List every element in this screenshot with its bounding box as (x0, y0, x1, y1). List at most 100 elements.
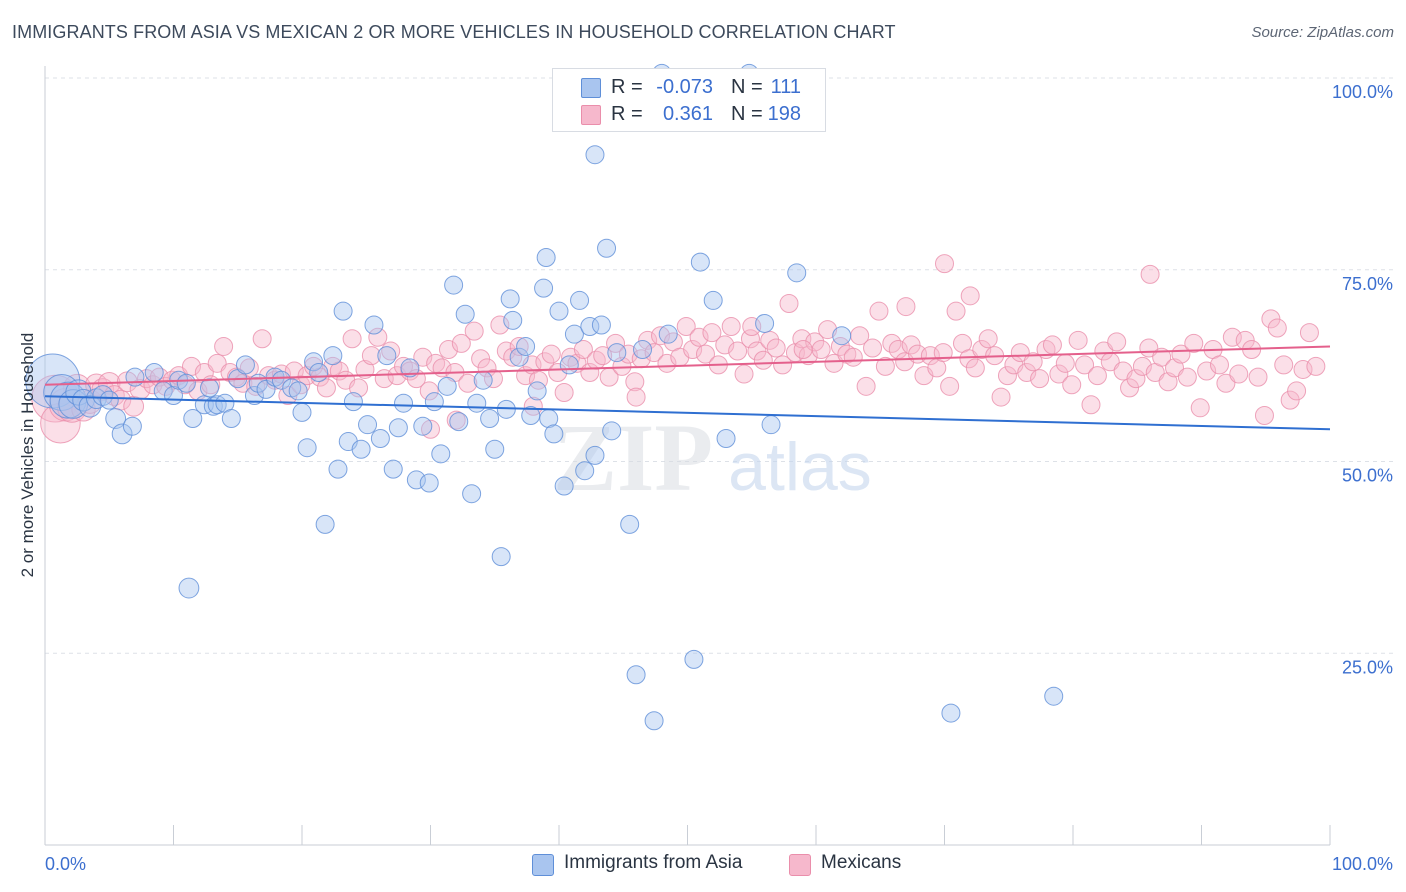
asia-point (178, 577, 200, 599)
mexicans-point (1140, 264, 1160, 284)
mexicans-point (753, 350, 773, 370)
asia-point (684, 649, 704, 669)
mexicans-point (721, 317, 741, 337)
stats-legend: R = -0.073 N = 111 R = 0.361 N = 198 (552, 68, 826, 132)
r-value: -0.073 (656, 76, 713, 98)
axes (44, 66, 1331, 846)
n-label: N = (731, 103, 763, 125)
legend-swatch-asia (532, 854, 554, 876)
asia-point (333, 301, 353, 321)
asia-point (597, 238, 617, 258)
mexicans-point (1171, 344, 1191, 364)
mexicans-point (940, 376, 960, 396)
mexicans-point (991, 387, 1011, 407)
mexicans-point (438, 340, 458, 360)
mexicans-point (316, 378, 336, 398)
asia-point (591, 315, 611, 335)
watermark: ZIP atlas (553, 404, 872, 511)
mexicans-point (856, 376, 876, 396)
asia-point (534, 278, 554, 298)
mexicans-point (676, 317, 696, 337)
mexicans-point (252, 329, 272, 349)
mexicans-point (1184, 333, 1204, 353)
mexicans-point (523, 396, 543, 416)
asia-point (832, 326, 852, 346)
mexicans-point (869, 301, 889, 321)
series-asia (25, 63, 1064, 731)
mexicans-point (573, 340, 593, 360)
y-tick-label: 50.0% (1342, 466, 1393, 486)
legend-label-asia: Immigrants from Asia (564, 852, 743, 873)
mexicans-point (1267, 318, 1287, 338)
asia-point (455, 304, 475, 324)
mexicans-point (490, 315, 510, 335)
mexicans-point (1306, 356, 1326, 376)
mexicans-point (702, 323, 722, 343)
asia-point (473, 370, 493, 390)
mexicans-point (1010, 343, 1030, 363)
mexicans-point (1248, 367, 1268, 387)
mexicans-point (715, 335, 735, 355)
mexicans-point (194, 363, 214, 383)
mexicans-point (1274, 355, 1294, 375)
asia-point (644, 711, 664, 731)
mexicans-point (1229, 364, 1249, 384)
mexicans-point (554, 382, 574, 402)
mexicans-point (657, 353, 677, 373)
asia-point (183, 409, 203, 429)
asia-point (516, 336, 536, 356)
legend-label-mexicans: Mexicans (821, 852, 902, 873)
asia-point (125, 367, 145, 387)
mexicans-point (548, 363, 568, 383)
mexicans-point (798, 346, 818, 366)
mexicans-point (793, 340, 813, 360)
asia-point (105, 408, 127, 429)
mexicans-point (683, 340, 703, 360)
asia-point (564, 324, 584, 344)
chart-title: IMMIGRANTS FROM ASIA VS MEXICAN 2 OR MOR… (12, 22, 896, 42)
asia-point (575, 461, 595, 481)
asia-point (509, 347, 529, 367)
mexicans-point (625, 372, 645, 392)
tick-labels: 25.0% 50.0% 75.0% 100.0% 0.0% 100.0% (45, 82, 1393, 874)
y-tick-label: 25.0% (1342, 657, 1393, 677)
asia-point (544, 424, 564, 444)
asia-point (559, 355, 579, 375)
asia-point (1044, 686, 1064, 706)
y-axis-label: 2 or more Vehicles in Household (18, 332, 37, 578)
mexicans-point (214, 336, 234, 356)
asia-point (449, 412, 469, 432)
mexicans-point (1165, 358, 1185, 378)
mexicans-point (811, 340, 831, 360)
asia-point (761, 415, 781, 435)
mexicans-point (997, 366, 1017, 386)
asia-point (394, 393, 414, 413)
asia-point (271, 370, 291, 390)
asia-point (297, 438, 317, 458)
mexicans-point (1209, 355, 1229, 375)
mexicans-point (1126, 369, 1146, 389)
mexicans-point (304, 356, 324, 376)
asia-point (620, 514, 640, 534)
asia-point (323, 346, 343, 366)
mexicans-point (1261, 309, 1281, 329)
asia-point (787, 263, 807, 283)
mexicans-point (1280, 390, 1300, 410)
asia-point (496, 399, 516, 419)
mexicans-point (689, 327, 709, 347)
mexicans-point (1017, 363, 1037, 383)
mexicans-point (959, 349, 979, 369)
x-tick-label: 0.0% (45, 854, 86, 874)
mexicans-point (1287, 381, 1307, 401)
mexicans-point (1299, 323, 1319, 343)
asia-point (527, 381, 547, 401)
mexicans-point (805, 332, 825, 352)
asia-point (400, 358, 420, 378)
asia-point (585, 145, 605, 165)
mexicans-point (342, 329, 362, 349)
asia-point (364, 315, 384, 335)
asia-point (941, 703, 961, 723)
asia-point (467, 393, 487, 413)
mexicans-point (1055, 353, 1075, 373)
mexicans-point (40, 402, 81, 444)
